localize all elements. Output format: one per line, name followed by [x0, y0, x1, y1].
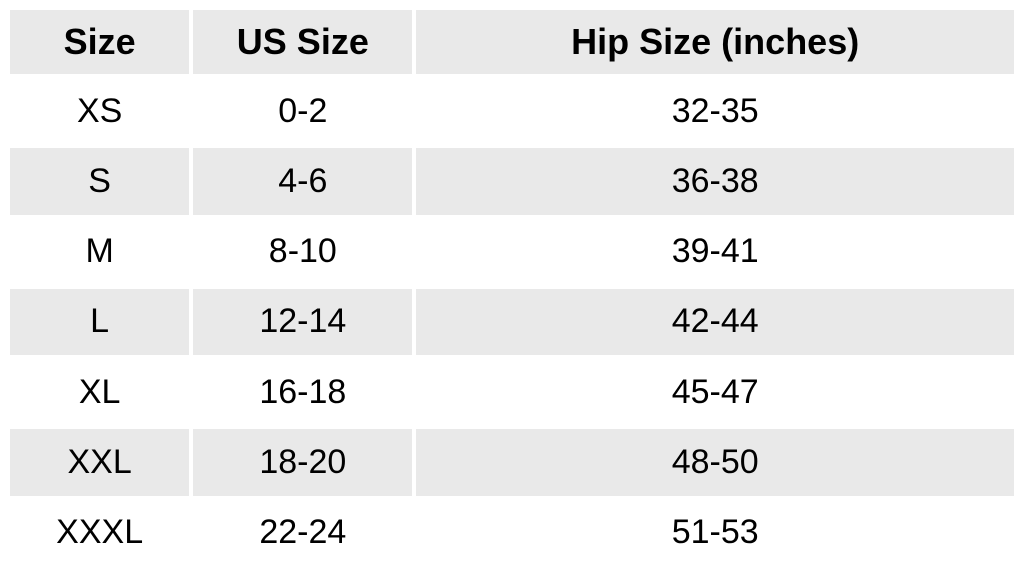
size-chart-container: Size US Size Hip Size (inches) XS 0-2 32… [0, 0, 1024, 576]
table-row: XL 16-18 45-47 [10, 359, 1014, 425]
size-chart-table: Size US Size Hip Size (inches) XS 0-2 32… [6, 6, 1018, 570]
cell-size: XXL [10, 429, 189, 495]
cell-us-size: 18-20 [193, 429, 412, 495]
col-header-size: Size [10, 10, 189, 74]
col-header-hip-size: Hip Size (inches) [416, 10, 1014, 74]
cell-hip-size: 32-35 [416, 78, 1014, 144]
table-row: L 12-14 42-44 [10, 289, 1014, 355]
cell-size: XL [10, 359, 189, 425]
table-row: M 8-10 39-41 [10, 219, 1014, 285]
cell-hip-size: 39-41 [416, 219, 1014, 285]
cell-size: XS [10, 78, 189, 144]
col-header-us-size: US Size [193, 10, 412, 74]
cell-us-size: 16-18 [193, 359, 412, 425]
cell-size: S [10, 148, 189, 214]
cell-size: XXXL [10, 500, 189, 566]
cell-hip-size: 48-50 [416, 429, 1014, 495]
cell-size: L [10, 289, 189, 355]
cell-us-size: 12-14 [193, 289, 412, 355]
cell-us-size: 22-24 [193, 500, 412, 566]
cell-us-size: 4-6 [193, 148, 412, 214]
cell-us-size: 0-2 [193, 78, 412, 144]
table-row: XS 0-2 32-35 [10, 78, 1014, 144]
table-row: S 4-6 36-38 [10, 148, 1014, 214]
table-header-row: Size US Size Hip Size (inches) [10, 10, 1014, 74]
cell-hip-size: 42-44 [416, 289, 1014, 355]
cell-hip-size: 36-38 [416, 148, 1014, 214]
cell-hip-size: 45-47 [416, 359, 1014, 425]
table-row: XXXL 22-24 51-53 [10, 500, 1014, 566]
table-row: XXL 18-20 48-50 [10, 429, 1014, 495]
cell-us-size: 8-10 [193, 219, 412, 285]
cell-size: M [10, 219, 189, 285]
cell-hip-size: 51-53 [416, 500, 1014, 566]
